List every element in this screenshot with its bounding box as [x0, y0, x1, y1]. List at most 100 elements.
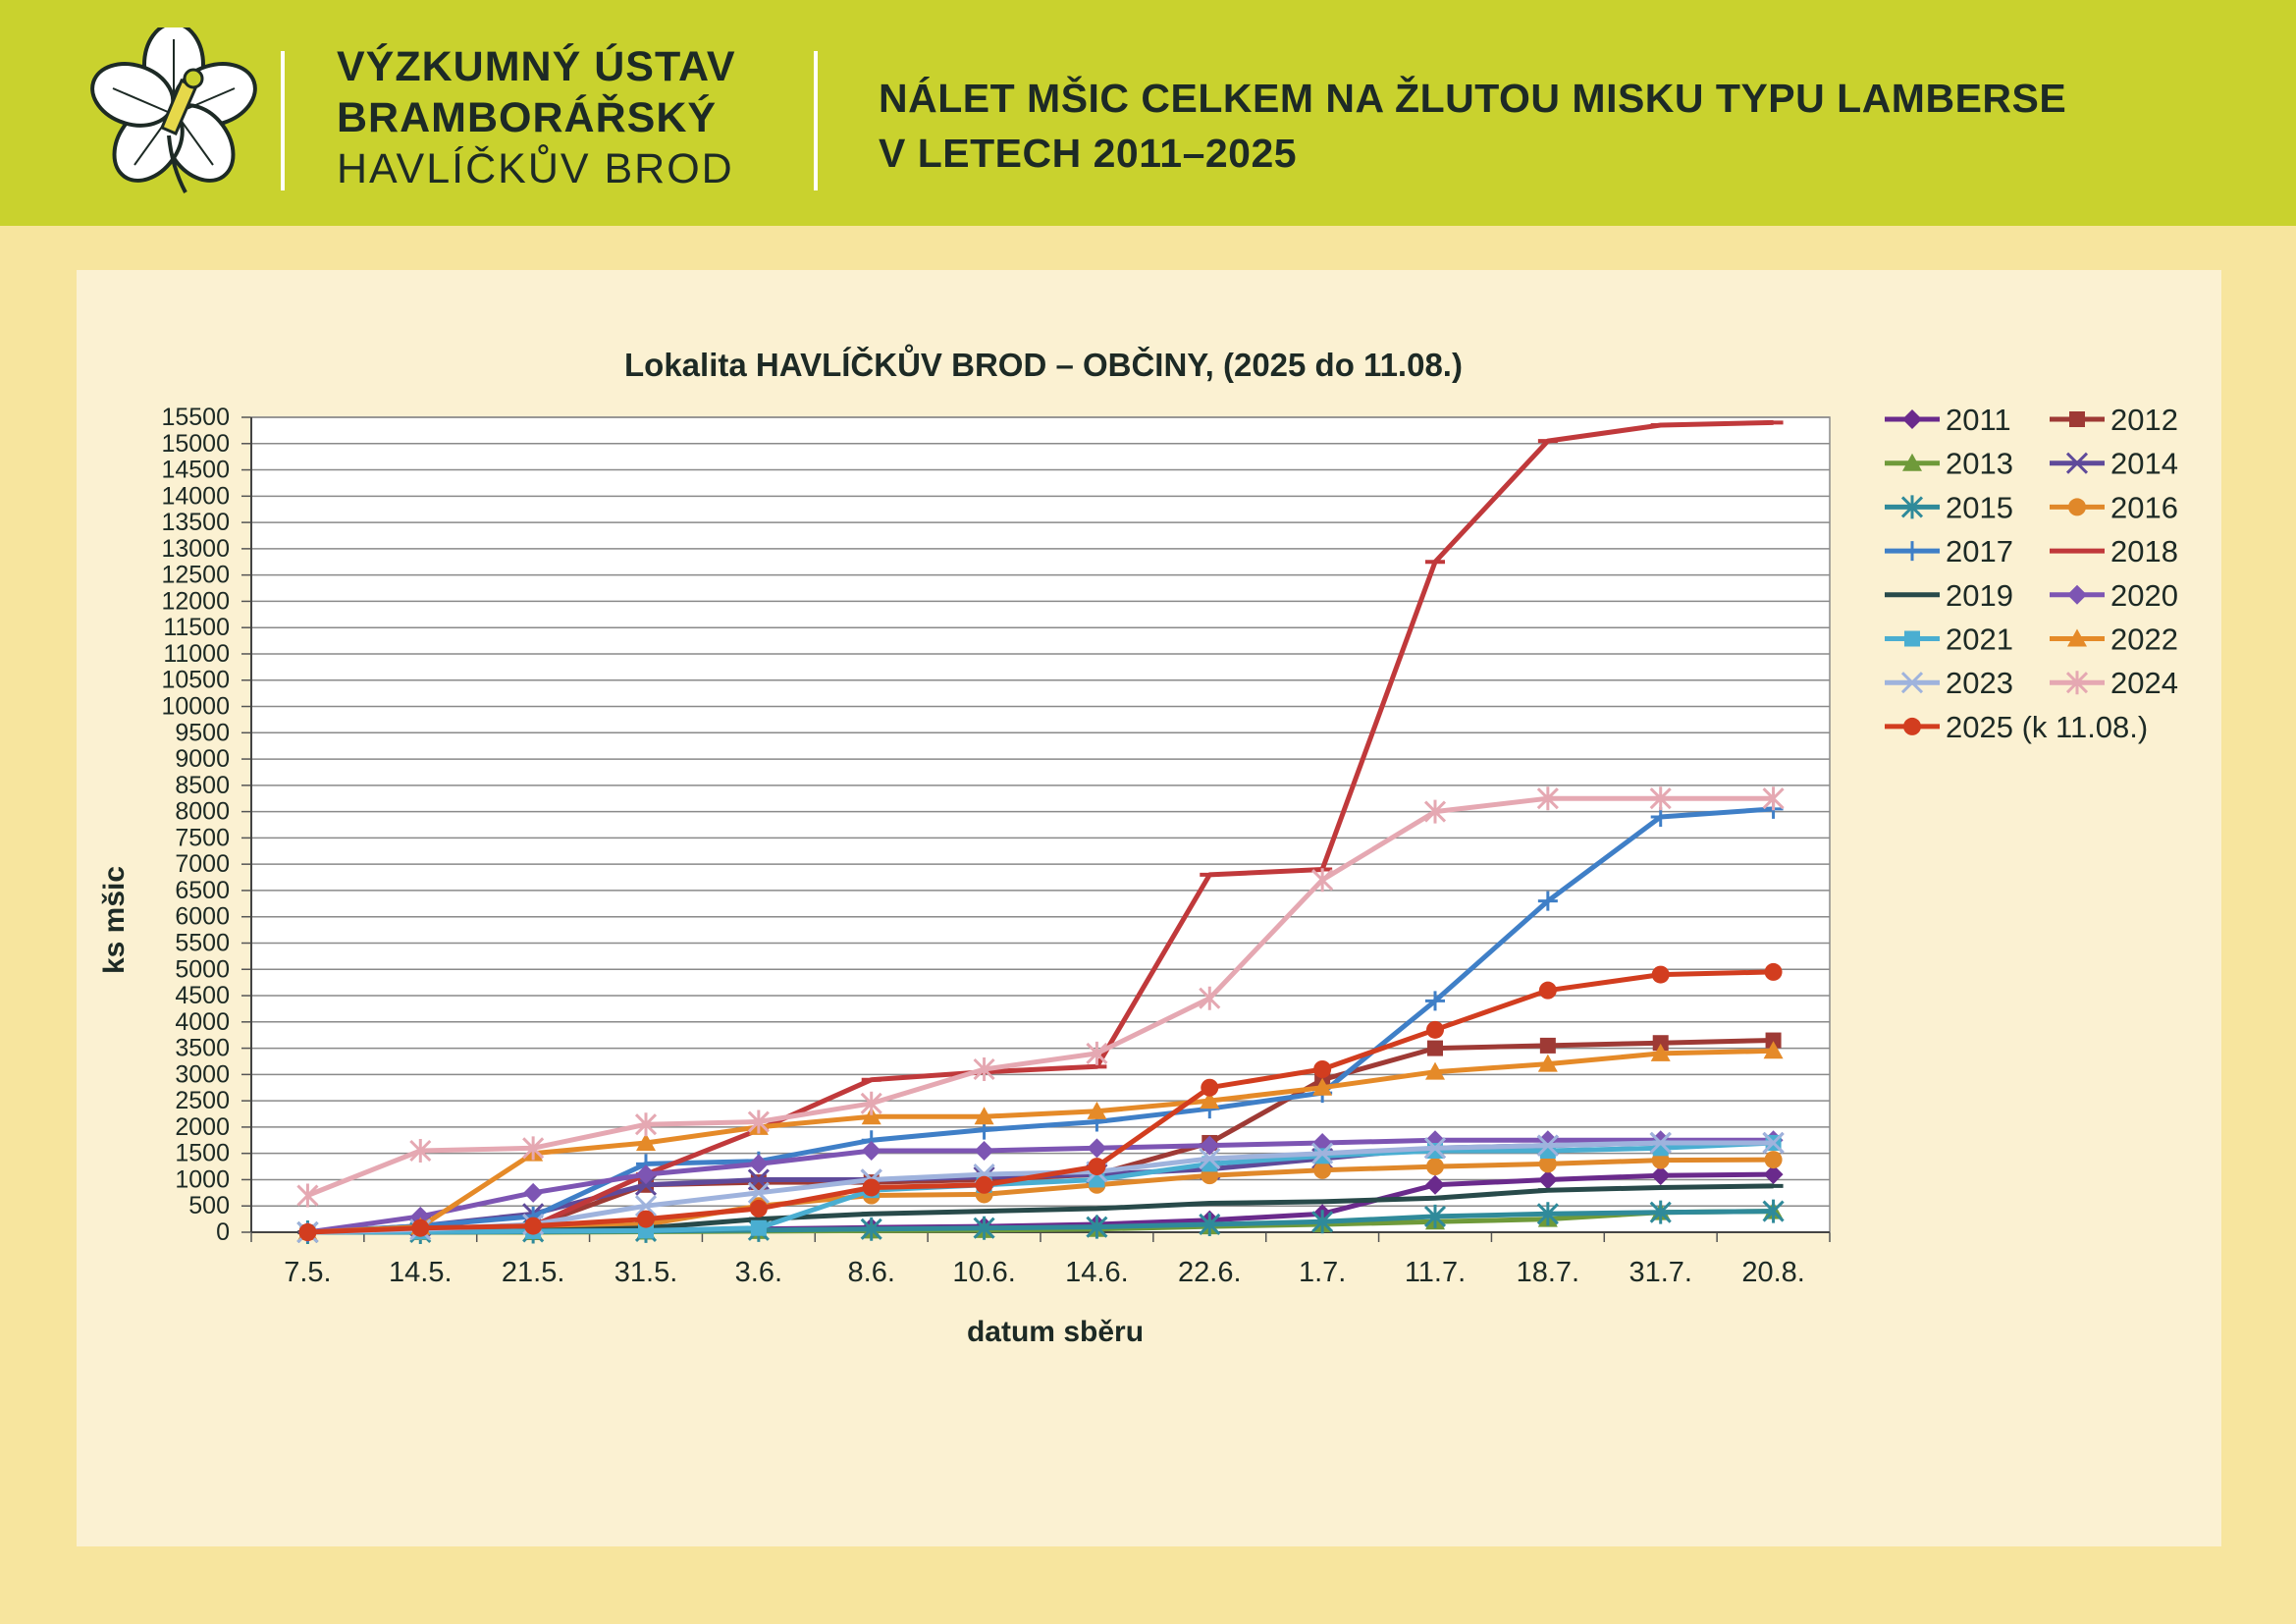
legend-entry: 2022: [2050, 623, 2178, 657]
data-point-marker: [1539, 1037, 1556, 1054]
legend-entry: 2018: [2050, 534, 2178, 568]
data-point-marker: [1426, 1020, 1444, 1039]
institute-line-3: HAVLÍČKŮV BROD: [337, 145, 734, 192]
data-point-marker: [637, 1210, 655, 1228]
data-point-marker: [1904, 630, 1920, 647]
x-tick-label: 8.6.: [848, 1257, 895, 1288]
series-line: [307, 1140, 1774, 1235]
data-point-marker: [1536, 1134, 1559, 1157]
legend-label: 2011: [1946, 403, 2011, 437]
data-point-marker: [1425, 1174, 1445, 1195]
series-line: [307, 1048, 1774, 1235]
series-line: [306, 795, 1774, 1198]
data-point-marker: [1902, 409, 1922, 429]
x-tick-label: 7.5.: [284, 1257, 331, 1288]
y-tick-label: 5000: [175, 955, 230, 983]
page-title-line-2: V LETECH 2011–2025: [879, 131, 1298, 176]
data-point-marker: [1087, 1138, 1107, 1159]
legend-label: 2012: [2110, 403, 2178, 437]
data-point-marker: [1649, 786, 1672, 811]
x-tick-label: 3.6.: [735, 1257, 782, 1288]
data-point-marker: [1423, 799, 1447, 824]
y-axis-label: ks mšic: [98, 866, 131, 974]
y-tick-label: 12000: [161, 587, 230, 615]
series-line: [307, 419, 1774, 1235]
data-point-marker: [524, 1217, 543, 1235]
data-point-marker: [1425, 991, 1445, 1011]
legend-label: 2017: [1946, 534, 2013, 568]
data-point-marker: [1903, 717, 1921, 735]
x-axis-ticks: 7.5. 14.5. 21.5. 31.5. 3.6. 8.6. 10.6. 14.6. 22.…: [250, 1232, 1831, 1288]
data-point-marker: [411, 1218, 430, 1237]
data-point-marker: [747, 1110, 770, 1134]
data-point-marker: [975, 1175, 993, 1194]
data-point-marker: [296, 1183, 319, 1208]
data-point-marker: [1426, 1158, 1444, 1176]
data-point-marker: [1537, 1169, 1558, 1190]
legend-entry: 2016: [2050, 490, 2178, 524]
data-point-marker: [1200, 1091, 1220, 1110]
data-point-marker: [860, 1091, 882, 1115]
y-tick-label: 500: [188, 1192, 230, 1219]
data-point-marker: [748, 1154, 769, 1174]
y-tick-label: 8500: [175, 772, 230, 799]
data-point-marker: [974, 1141, 994, 1161]
series-line: [307, 1137, 1774, 1235]
data-point-marker: [1650, 806, 1671, 827]
data-point-marker: [1536, 1202, 1559, 1226]
data-point-marker: [973, 1216, 995, 1240]
data-point-marker: [634, 1195, 658, 1218]
y-tick-label: 15500: [161, 404, 230, 431]
series-lines: [296, 419, 1785, 1244]
x-tick-label: 14.5.: [389, 1257, 453, 1288]
data-point-marker: [1086, 1215, 1108, 1239]
data-point-marker: [1311, 868, 1334, 893]
legend-entry: 2020: [2050, 578, 2178, 613]
data-point-marker: [1313, 1060, 1332, 1078]
data-point-marker: [636, 1164, 656, 1185]
y-tick-label: 8000: [175, 798, 230, 826]
data-point-marker: [1764, 1151, 1783, 1169]
series-line: [307, 806, 1774, 1235]
legend-label: 2014: [2110, 447, 2178, 481]
data-point-marker: [1199, 986, 1221, 1010]
x-tick-label: 10.6.: [952, 1257, 1016, 1288]
potato-flower-logo: [90, 27, 257, 193]
series-line: [307, 1140, 1774, 1235]
data-point-marker: [1762, 786, 1785, 811]
data-point-marker: [973, 1057, 995, 1081]
x-tick-label: 22.6.: [1178, 1257, 1242, 1288]
legend-entry: 2011: [1885, 403, 2011, 437]
legend-label: 2021: [1946, 623, 2013, 657]
data-point-marker: [747, 1181, 770, 1204]
data-point-marker: [1423, 1204, 1447, 1228]
data-point-marker: [2067, 628, 2087, 647]
data-point-marker: [1087, 1101, 1107, 1119]
legend-label: 2024: [2110, 666, 2178, 700]
x-tick-label: 31.5.: [614, 1257, 678, 1288]
data-point-marker: [523, 1182, 544, 1203]
data-point-marker: [1762, 1131, 1785, 1155]
data-point-marker: [1650, 1165, 1671, 1186]
legend-label: 2013: [1946, 447, 2013, 481]
y-tick-label: 1000: [175, 1165, 230, 1193]
x-tick-label: 14.6.: [1065, 1257, 1129, 1288]
y-axis-ticks: 0500100015002000250030003500400045005000…: [161, 404, 251, 1246]
data-point-marker: [862, 1178, 881, 1197]
data-point-marker: [634, 1112, 658, 1137]
data-point-marker: [1313, 1161, 1332, 1179]
data-point-marker: [298, 1223, 317, 1241]
data-point-marker: [522, 1136, 545, 1161]
y-tick-label: 6000: [175, 903, 230, 931]
y-tick-label: 4500: [175, 982, 230, 1009]
legend-label: 2015: [1946, 490, 2013, 524]
data-point-marker: [1536, 786, 1559, 811]
legend-label: 2020: [2110, 578, 2178, 613]
y-tick-label: 11000: [163, 640, 230, 668]
x-tick-label: 1.7.: [1299, 1257, 1346, 1288]
data-point-marker: [1900, 495, 1924, 519]
data-point-marker: [636, 1132, 656, 1151]
header-divider-left: [281, 51, 285, 190]
legend-label: 2016: [2110, 490, 2178, 524]
y-tick-label: 13500: [161, 509, 230, 536]
